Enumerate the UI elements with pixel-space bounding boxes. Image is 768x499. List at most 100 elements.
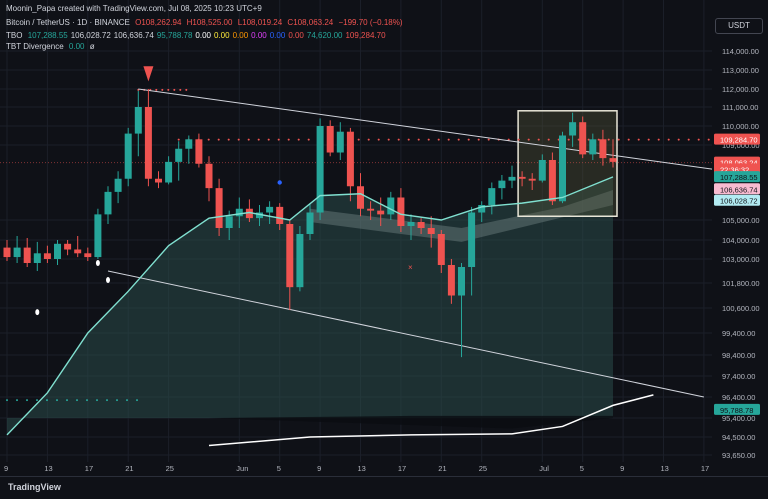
- price-axis: [712, 0, 768, 476]
- candle-body: [478, 205, 486, 213]
- sell-signal-marker: [143, 66, 154, 82]
- time-tick-label: 9: [4, 464, 8, 473]
- time-tick-label: 13: [358, 464, 366, 473]
- support-dot: [136, 399, 138, 402]
- tradingview-logo[interactable]: TradingView: [8, 482, 61, 492]
- tbo-value: 106,636.74: [113, 31, 154, 40]
- change-value: −199.70 (−0.18%): [338, 18, 403, 27]
- support-dot: [126, 399, 128, 402]
- candle-body: [205, 163, 213, 189]
- currency-selector[interactable]: USDT: [715, 18, 763, 34]
- candle-body: [579, 122, 587, 155]
- candle-body: [538, 160, 546, 181]
- price-tick-label: 104,000.00: [722, 236, 760, 245]
- candle-body: [33, 253, 41, 263]
- top-dot: [185, 88, 188, 91]
- support-dot: [86, 399, 88, 402]
- candle-body: [64, 243, 72, 250]
- price-tag-bg: [714, 133, 760, 145]
- resistance-dot: [277, 138, 280, 141]
- candle-body: [589, 139, 597, 155]
- candle-body: [417, 222, 425, 228]
- price-tick-label: 99,400.00: [722, 329, 755, 338]
- attribution: Moonin_Papa created with TradingView.com…: [6, 4, 262, 13]
- close-value: C108,063.24: [287, 18, 334, 27]
- time-tick-label: 25: [479, 464, 487, 473]
- candle-body: [245, 208, 253, 219]
- candle-body: [225, 216, 233, 228]
- candle-body: [326, 126, 334, 153]
- base-band: [209, 415, 613, 429]
- support-dot: [96, 399, 98, 402]
- time-tick-label: 25: [166, 464, 174, 473]
- resistance-dot: [477, 138, 480, 141]
- resistance-dot: [367, 138, 370, 141]
- resistance-dot: [407, 138, 410, 141]
- support-dot: [46, 399, 48, 402]
- support-dot: [56, 399, 58, 402]
- tbo-value: 0.00: [251, 31, 267, 40]
- support-dot: [116, 399, 118, 402]
- resistance-dot: [507, 138, 510, 141]
- price-tick-label: 98,400.00: [722, 351, 755, 360]
- candle-body: [548, 160, 556, 202]
- candle-body: [124, 133, 132, 179]
- support-dot: [6, 399, 8, 402]
- resistance-dot: [257, 138, 260, 141]
- resistance-dot: [617, 138, 620, 141]
- resistance-dot: [207, 138, 210, 141]
- candle-body: [306, 212, 314, 234]
- resistance-dot: [667, 138, 670, 141]
- price-tick-label: 93,650.00: [722, 451, 755, 460]
- ema-line: [6, 176, 614, 436]
- candle-body: [195, 139, 203, 164]
- footer-bar: TradingView: [0, 476, 768, 499]
- candle-body: [114, 178, 122, 192]
- candle-body: [3, 247, 11, 258]
- candle-body: [13, 247, 21, 258]
- baseline-curve: [208, 394, 654, 447]
- price-tick-label: 111,000.00: [722, 103, 758, 112]
- resistance-dot: [287, 138, 290, 141]
- price-tick-label: 100,600.00: [722, 304, 760, 313]
- candle-body: [387, 197, 395, 215]
- candle-body: [43, 253, 51, 259]
- top-dot: [173, 88, 176, 91]
- cloud-band: [7, 176, 613, 435]
- time-tick-label: 21: [125, 464, 133, 473]
- tbo-value: 0.00: [269, 31, 286, 40]
- candle-body: [165, 161, 173, 183]
- candle-body: [508, 176, 516, 181]
- time-tick-label: 5: [580, 464, 584, 473]
- resistance-dot: [697, 138, 700, 141]
- tbt-value-2: ø: [89, 42, 95, 51]
- candle-body: [599, 139, 607, 159]
- candle-body: [468, 212, 476, 267]
- tbo-legend[interactable]: TBO 107,288.55 106,028.72 106,636.74 95,788…: [6, 31, 389, 40]
- resistance-dot: [297, 138, 300, 141]
- resistance-dot: [447, 138, 450, 141]
- time-tick-label: 9: [317, 464, 321, 473]
- top-dot: [155, 88, 158, 91]
- candle-body: [84, 253, 92, 258]
- resistance-dot: [597, 138, 600, 141]
- resistance-dot: [387, 138, 390, 141]
- price-chart[interactable]: × 114,000.00 113,000.00 112,000.00 111,000.0…: [0, 0, 768, 476]
- resistance-dot: [427, 138, 430, 141]
- tbt-legend[interactable]: TBT Divergence 0.00 ø: [6, 42, 98, 51]
- candle-body: [185, 139, 193, 149]
- candle-body: [256, 212, 263, 219]
- candle-body: [144, 107, 152, 179]
- price-tick-label: 94,500.00: [722, 433, 755, 442]
- tbo-value: 0.00: [195, 31, 211, 40]
- resistance-dot: [537, 138, 540, 141]
- candle-body: [134, 107, 142, 134]
- tbo-value: 0.00: [288, 31, 304, 40]
- support-dot: [66, 399, 68, 402]
- candle-body: [407, 222, 415, 226]
- price-tag-label: 109,284.70: [720, 136, 758, 145]
- price-tick-label: 103,000.00: [722, 255, 760, 264]
- trendline-lower: [107, 270, 705, 398]
- price-tag-label: 107,288.55: [720, 173, 758, 182]
- candle-body: [23, 247, 31, 263]
